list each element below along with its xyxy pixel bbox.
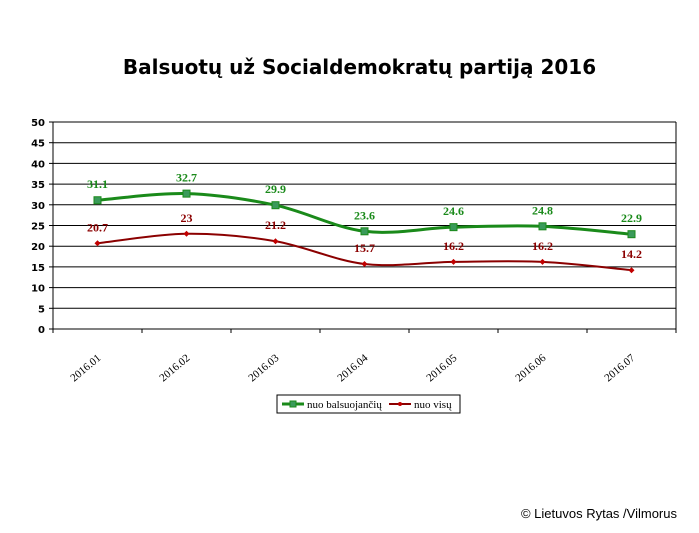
- data-point: [182, 189, 191, 198]
- data-label: 23.6: [354, 208, 375, 222]
- x-tick-label: 2016.01: [68, 352, 103, 384]
- data-point: [627, 230, 636, 239]
- x-tick-label: 2016.02: [157, 352, 192, 384]
- data-label: 31.1: [87, 177, 108, 191]
- data-label: 29.9: [265, 182, 286, 196]
- data-label: 14.2: [621, 247, 642, 261]
- x-tick-label: 2016.04: [335, 352, 370, 384]
- legend-label: nuo visų: [414, 399, 452, 411]
- data-point: [361, 261, 368, 268]
- x-tick-label: 2016.06: [513, 352, 548, 384]
- y-tick-label: 35: [31, 180, 45, 191]
- data-point: [538, 222, 547, 231]
- data-label: 32.7: [176, 171, 197, 185]
- data-point: [449, 223, 458, 232]
- y-tick-label: 0: [38, 325, 45, 336]
- data-label: 20.7: [87, 220, 108, 234]
- x-tick-label: 2016.05: [424, 352, 459, 384]
- legend-label: nuo balsuojančių: [307, 399, 382, 411]
- data-point: [183, 230, 190, 237]
- legend-marker: [289, 400, 297, 408]
- y-tick-label: 50: [31, 118, 45, 129]
- y-tick-label: 45: [31, 139, 45, 150]
- legend-marker: [398, 402, 402, 406]
- data-point: [360, 227, 369, 236]
- y-tick-label: 15: [31, 263, 45, 274]
- y-tick-label: 30: [31, 201, 45, 212]
- data-point: [94, 240, 101, 247]
- data-point: [628, 267, 635, 274]
- data-point: [450, 258, 457, 265]
- y-tick-label: 25: [31, 222, 45, 233]
- y-tick-label: 10: [31, 284, 45, 295]
- data-label: 24.6: [443, 204, 464, 218]
- data-point: [93, 196, 102, 205]
- source-credit: © Lietuvos Rytas /Vilmorus: [520, 506, 677, 521]
- data-label: 16.2: [532, 239, 553, 253]
- data-label: 23: [181, 211, 193, 225]
- y-tick-label: 5: [38, 304, 45, 315]
- data-point: [272, 238, 279, 245]
- data-label: 22.9: [621, 211, 642, 225]
- data-label: 21.2: [265, 218, 286, 232]
- y-tick-label: 40: [31, 159, 45, 170]
- data-label: 24.8: [532, 203, 553, 217]
- chart-title: Balsuotų už Socialdemokratų partiją 2016: [122, 55, 597, 79]
- x-tick-label: 2016.07: [602, 352, 637, 384]
- data-point: [271, 201, 280, 210]
- legend-box: [276, 394, 461, 414]
- data-label: 15.7: [354, 241, 375, 255]
- data-label: 16.2: [443, 239, 464, 253]
- data-point: [539, 258, 546, 265]
- y-tick-label: 20: [31, 242, 45, 253]
- x-tick-label: 2016.03: [246, 352, 281, 384]
